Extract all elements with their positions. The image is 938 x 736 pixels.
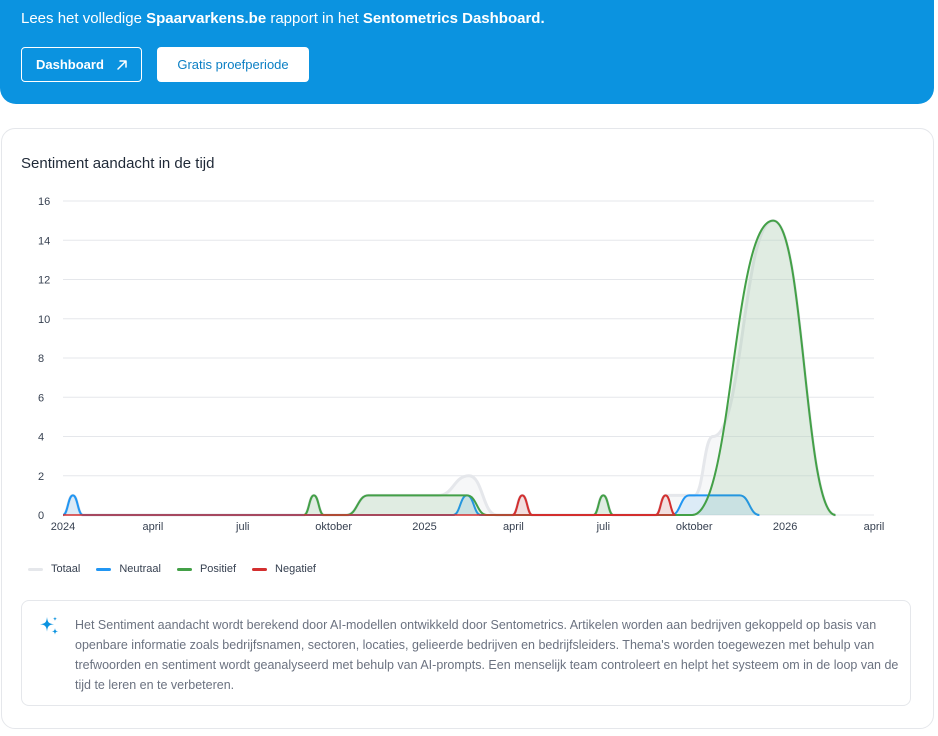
banner-text-middle: rapport in het (266, 10, 363, 27)
y-tick-label: 12 (38, 275, 50, 287)
legend-swatch (28, 567, 43, 571)
x-tick-label: 2026 (773, 521, 797, 533)
banner-text-prefix: Lees het volledige (21, 10, 147, 27)
legend-swatch (96, 567, 112, 571)
free-trial-button-label: Gratis proefperiode (177, 57, 289, 72)
promo-banner (0, 0, 934, 104)
y-tick-label: 4 (38, 432, 44, 444)
sparkle-icon (40, 616, 59, 635)
banner-text: Lees het volledige Spaarvarkens.be rappo… (21, 10, 545, 27)
external-link-icon (117, 59, 127, 70)
x-tick-label: juli (235, 521, 249, 533)
legend-label: Totaal (51, 563, 81, 575)
x-tick-label: 2025 (412, 521, 436, 533)
info-text: Het Sentiment aandacht wordt berekend do… (75, 618, 899, 692)
info-box: Het Sentiment aandacht wordt berekend do… (21, 600, 911, 706)
banner-product-name: Sentometrics Dashboard. (362, 10, 545, 27)
sentiment-area-chart: 0 2 4 6 8 10 12 14 16 2024 april juli oktober 2025 apr… (38, 196, 885, 533)
y-tick-label: 6 (38, 392, 44, 404)
y-tick-label: 10 (38, 314, 50, 326)
series-area-negatief (512, 495, 676, 515)
legend-item-neutraal[interactable]: Neutraal (96, 563, 161, 575)
chart-card-title: Sentiment aandacht in de tijd (21, 155, 215, 172)
x-tick-label: april (503, 521, 524, 533)
y-tick-label: 14 (38, 235, 50, 247)
series-area-positief (304, 220, 836, 515)
x-tick-label: 2024 (51, 521, 75, 533)
series-area-totaal (63, 220, 836, 515)
dashboard-button[interactable]: Dashboard (21, 47, 142, 82)
chart-legend: Totaal Neutraal Positief Negatief (28, 563, 332, 575)
legend-swatch (252, 567, 268, 571)
y-tick-label: 2 (38, 471, 44, 483)
x-tick-label: oktober (676, 521, 713, 533)
y-tick-label: 8 (38, 353, 44, 365)
x-tick-label: oktober (315, 521, 352, 533)
x-tick-label: juli (596, 521, 610, 533)
series-area-neutraal (63, 495, 760, 515)
x-tick-label: april (142, 521, 163, 533)
legend-swatch (176, 567, 192, 571)
legend-item-negatief[interactable]: Negatief (252, 563, 316, 575)
x-tick-label: april (864, 521, 885, 533)
legend-label: Negatief (275, 563, 316, 575)
banner-site-name: Spaarvarkens.be (146, 10, 267, 27)
legend-item-totaal[interactable]: Totaal (28, 563, 80, 575)
legend-label: Neutraal (119, 563, 161, 575)
dashboard-button-label: Dashboard (36, 57, 104, 72)
y-tick-label: 0 (38, 510, 44, 522)
free-trial-button[interactable]: Gratis proefperiode (157, 47, 309, 82)
series-line-negatief (512, 494, 676, 516)
y-tick-label: 16 (38, 196, 50, 208)
legend-item-positief[interactable]: Positief (176, 563, 237, 575)
legend-label: Positief (199, 563, 237, 575)
